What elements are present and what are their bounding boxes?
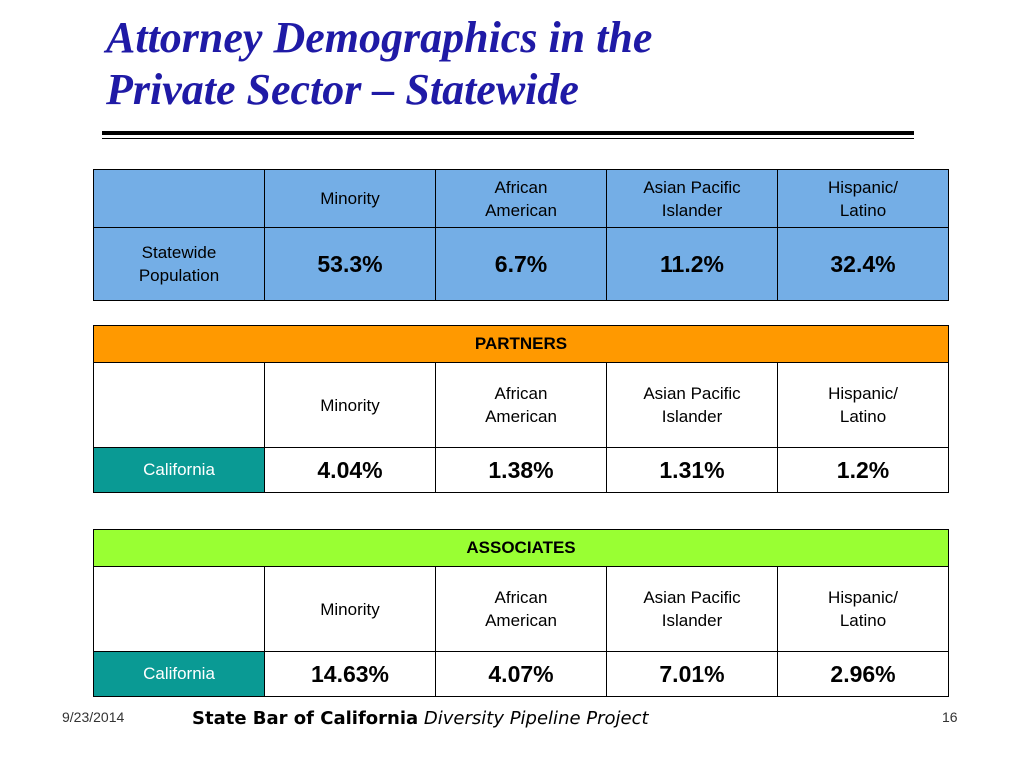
header-asian-pacific-islander: Asian Pacific Islander (606, 362, 778, 448)
statewide-population-label: Statewide Population (93, 227, 265, 301)
partners-california-row: California 4.04% 1.38% 1.31% 1.2% (93, 447, 950, 493)
header-minority: Minority (264, 362, 436, 448)
header-african-american: African American (435, 362, 607, 448)
page-title: Attorney Demographics in the Private Sec… (106, 12, 906, 116)
statewide-african-american-value: 6.7% (435, 227, 607, 301)
partners-banner: PARTNERS (92, 325, 950, 363)
associates-header-row: Minority African American Asian Pacific Is… (93, 566, 950, 652)
associates-california-label: California (93, 651, 265, 697)
partners-asian-pacific-value: 1.31% (606, 447, 778, 493)
statewide-hispanic-value: 32.4% (777, 227, 949, 301)
statewide-minority-value: 53.3% (264, 227, 436, 301)
header-minority: Minority (264, 169, 436, 228)
associates-banner: ASSOCIATES (92, 529, 950, 567)
associates-hispanic-value: 2.96% (776, 651, 950, 697)
footer-caption: State Bar of California Diversity Pipeli… (192, 708, 649, 729)
header-hispanic-latino: Hispanic/Latino (776, 566, 950, 652)
statewide-population-row: Statewide Population 53.3% 6.7% 11.2% 32.… (93, 227, 949, 301)
associates-asian-pacific-value: 7.01% (606, 651, 778, 697)
statewide-asian-pacific-value: 11.2% (606, 227, 778, 301)
header-asian-pacific-islander: Asian Pacific Islander (606, 566, 778, 652)
title-line-2: Private Sector – Statewide (106, 65, 579, 114)
associates-minority-value: 14.63% (264, 651, 436, 697)
empty-header-cell (93, 169, 265, 228)
empty-header-cell (93, 362, 265, 448)
header-african-american: African American (435, 566, 607, 652)
header-minority: Minority (264, 566, 436, 652)
footer-project: Diversity Pipeline Project (423, 708, 649, 729)
associates-table: ASSOCIATES Minority African American Asia… (92, 529, 950, 697)
partners-minority-value: 4.04% (264, 447, 436, 493)
partners-california-label: California (93, 447, 265, 493)
footer-date: 9/23/2014 (62, 709, 125, 725)
header-hispanic-latino: Hispanic/Latino (776, 362, 950, 448)
header-hispanic-latino: Hispanic/Latino (777, 169, 949, 228)
statewide-header-row: Minority African American Asian Pacific Is… (93, 169, 949, 228)
title-divider-thick (102, 131, 914, 135)
partners-table: PARTNERS Minority African American Asian … (92, 325, 950, 493)
footer-org: State Bar of California (192, 708, 419, 729)
statewide-table: Minority African American Asian Pacific Is… (93, 169, 949, 301)
partners-african-american-value: 1.38% (435, 447, 607, 493)
associates-african-american-value: 4.07% (435, 651, 607, 697)
header-african-american: African American (435, 169, 607, 228)
empty-header-cell (93, 566, 265, 652)
associates-banner-row: ASSOCIATES (92, 529, 950, 567)
partners-banner-row: PARTNERS (92, 325, 950, 363)
title-line-1: Attorney Demographics in the (106, 13, 653, 62)
title-divider-thin (102, 138, 914, 139)
header-asian-pacific-islander: Asian Pacific Islander (606, 169, 778, 228)
associates-california-row: California 14.63% 4.07% 7.01% 2.96% (93, 651, 950, 697)
partners-header-row: Minority African American Asian Pacific Is… (93, 362, 950, 448)
page-number: 16 (942, 709, 958, 725)
partners-hispanic-value: 1.2% (776, 447, 950, 493)
